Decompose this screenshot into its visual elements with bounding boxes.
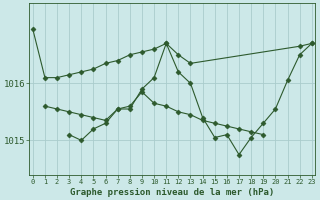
X-axis label: Graphe pression niveau de la mer (hPa): Graphe pression niveau de la mer (hPa) [70,188,275,197]
